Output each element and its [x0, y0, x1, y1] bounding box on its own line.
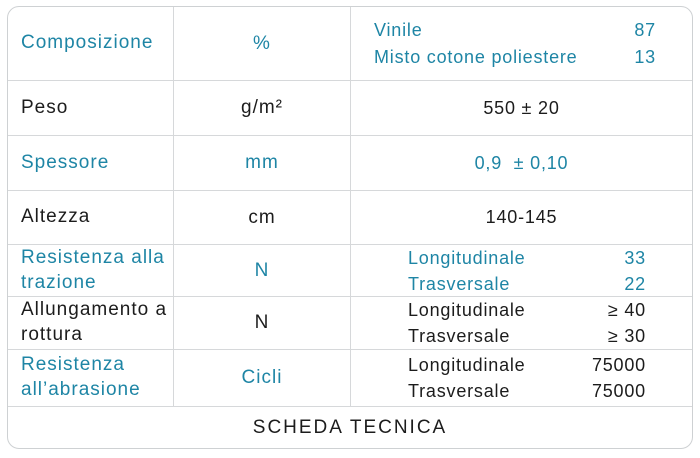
composition-entry: Misto cotone poliestere 13	[374, 44, 656, 71]
row-label-resistenza-abrasione: Resistenza all’abrasione	[8, 350, 174, 407]
entry-name: Misto cotone poliestere	[374, 46, 578, 67]
unit-label: N	[254, 312, 270, 333]
row-unit-spessore: mm	[174, 136, 351, 191]
direction-entry: Longitudinale 33	[408, 245, 646, 271]
row-unit-resistenza-trazione: N	[174, 245, 351, 297]
row-value-spessore: 0,9 ± 0,10	[351, 136, 692, 191]
unit-label: Cicli	[241, 367, 283, 388]
row-value-altezza: 140-145	[351, 191, 692, 245]
row-value-resistenza-trazione: Longitudinale 33 Trasversale 22	[351, 245, 692, 297]
direction-entry: Trasversale 75000	[408, 378, 646, 404]
entry-value: 75000	[591, 381, 646, 401]
entry-name: Longitudinale	[408, 355, 526, 375]
row-value: 550 ± 20	[483, 97, 560, 118]
entry-value: 13	[634, 46, 656, 67]
row-unit-altezza: cm	[174, 191, 351, 245]
row-label-spessore: Spessore	[8, 136, 174, 191]
row-label: Spessore	[21, 151, 110, 173]
row-value-allungamento: Longitudinale ≥ 40 Trasversale ≥ 30	[351, 297, 692, 350]
row-label-composizione: Composizione	[8, 7, 174, 81]
unit-label: mm	[245, 152, 279, 173]
entry-value: 75000	[591, 355, 646, 375]
row-label-resistenza-trazione: Resistenza alla trazione	[8, 245, 174, 297]
entry-name: Longitudinale	[408, 247, 526, 268]
entry-value: 22	[624, 273, 646, 294]
row-label-peso: Peso	[8, 81, 174, 136]
row-value-composizione: Vinile 87 Misto cotone poliestere 13	[351, 7, 692, 81]
row-value: 0,9 ± 0,10	[474, 152, 569, 173]
row-unit-allungamento: N	[174, 297, 351, 350]
sheet-title: SCHEDA TECNICA	[252, 416, 448, 438]
direction-entry: Trasversale 22	[408, 271, 646, 297]
row-label-altezza: Altezza	[8, 191, 174, 245]
unit-label: N	[254, 259, 270, 281]
row-unit-composizione: %	[174, 7, 351, 81]
row-label: Resistenza all’abrasione	[21, 354, 141, 400]
direction-entry: Longitudinale 75000	[408, 352, 646, 378]
unit-label: g/m²	[241, 97, 283, 118]
entry-value: 87	[634, 19, 656, 40]
row-value-peso: 550 ± 20	[351, 81, 692, 136]
direction-entry: Longitudinale ≥ 40	[408, 297, 646, 323]
composition-entry: Vinile 87	[374, 17, 656, 44]
sheet-footer: SCHEDA TECNICA	[8, 407, 692, 448]
unit-label: %	[253, 32, 271, 54]
row-label-allungamento: Allungamento a rottura	[8, 297, 174, 350]
entry-name: Trasversale	[408, 273, 511, 294]
row-value: 140-145	[485, 207, 558, 227]
row-value-resistenza-abrasione: Longitudinale 75000 Trasversale 75000	[351, 350, 692, 407]
row-label: Resistenza alla trazione	[21, 246, 165, 293]
entry-name: Trasversale	[408, 381, 511, 401]
entry-name: Longitudinale	[408, 300, 526, 320]
direction-entry: Trasversale ≥ 30	[408, 323, 646, 349]
entry-name: Vinile	[374, 19, 423, 40]
entry-name: Trasversale	[408, 326, 511, 346]
technical-data-sheet: Composizione % Vinile 87 Misto cotone po…	[7, 6, 693, 449]
row-label: Composizione	[21, 32, 154, 54]
row-label: Allungamento a rottura	[21, 299, 168, 345]
entry-value: 33	[624, 247, 646, 268]
row-label: Altezza	[21, 206, 91, 228]
row-label: Peso	[21, 96, 69, 118]
unit-label: cm	[248, 206, 276, 228]
entry-value: ≥ 30	[607, 326, 646, 346]
row-unit-peso: g/m²	[174, 81, 351, 136]
entry-value: ≥ 40	[607, 300, 646, 320]
row-unit-resistenza-abrasione: Cicli	[174, 350, 351, 407]
